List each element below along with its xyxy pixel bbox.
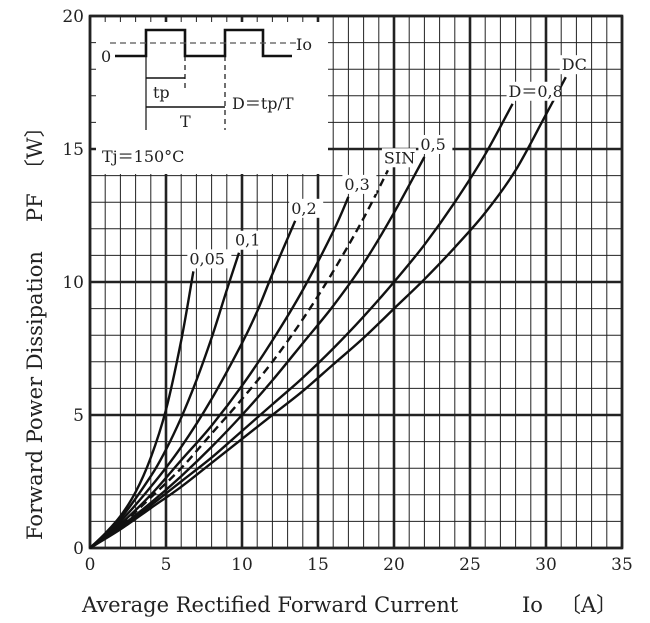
series-line-08 <box>89 103 514 550</box>
y-tick-label: 10 <box>62 273 84 293</box>
series-line-03 <box>89 196 350 549</box>
series-line-01 <box>89 252 241 549</box>
inset-tp-label: tp <box>153 83 170 102</box>
inset-io-label: Io <box>296 35 312 54</box>
x-tick-label: 0 <box>85 555 96 575</box>
x-tick-label: 30 <box>535 555 557 575</box>
series-label-DC: DC <box>562 55 587 74</box>
x-tick-label: 20 <box>383 555 405 575</box>
curve-labels: 0,05 0,1 0,2 0,3 SIN 0,5 D＝0,8 DC <box>187 55 587 269</box>
x-axis-label: Average Rectified Forward Current <box>81 593 459 617</box>
series-label-bg <box>506 81 561 101</box>
series-line-DC <box>89 76 567 550</box>
series-label-bg <box>289 198 324 218</box>
y-axis-label: Forward Power Dissipation <box>23 251 47 540</box>
y-tick-label: 0 <box>73 539 84 559</box>
series-label-03: 0,3 <box>344 175 369 194</box>
x-tick-label: 10 <box>231 555 253 575</box>
y-tick-label: 20 <box>62 7 84 27</box>
series-label-bg <box>559 55 584 75</box>
y-axis-unit: 〔W〕 <box>23 116 47 180</box>
series-line-02 <box>89 220 297 549</box>
series-label-005: 0,05 <box>189 249 225 268</box>
y-axis-symbol: PF <box>23 193 47 222</box>
series-line-SIN <box>89 169 389 549</box>
inset-background <box>96 22 328 174</box>
y-tick-label: 5 <box>73 406 84 426</box>
series-label-05: 0,5 <box>420 135 445 154</box>
series-label-08: D＝0,8 <box>509 82 563 101</box>
series-label-bg <box>232 230 267 250</box>
inset-zero-label: 0 <box>101 47 111 66</box>
series-label-01: 0,1 <box>235 231 260 250</box>
inset-duty-label: D＝tp/T <box>232 94 294 113</box>
series-label-02: 0,2 <box>291 199 316 218</box>
x-tick-label: 25 <box>459 555 481 575</box>
series-line-05 <box>89 156 426 549</box>
axes: 0 5 10 15 20 25 30 35 0 5 10 15 20 <box>62 7 632 575</box>
series-label-bg <box>187 249 232 269</box>
series-label-bg <box>342 174 377 194</box>
x-tick-label: 5 <box>161 555 172 575</box>
x-tick-label: 35 <box>611 555 633 575</box>
x-axis-unit: 〔A〕 <box>560 593 617 617</box>
series-label-bg <box>381 148 416 168</box>
x-tick-label: 15 <box>307 555 329 575</box>
series-label-SIN: SIN <box>384 148 415 167</box>
inset-t-label: T <box>180 112 191 131</box>
inset-tj-label: Tj＝150°C <box>102 147 184 166</box>
series-label-bg <box>418 134 453 154</box>
waveform-inset: 0 Io tp T D＝tp/T Tj＝150°C <box>96 22 328 174</box>
series-layer <box>89 76 567 550</box>
y-tick-label: 15 <box>62 140 84 160</box>
x-axis-symbol: Io <box>522 593 543 617</box>
plot-frame <box>88 14 624 550</box>
